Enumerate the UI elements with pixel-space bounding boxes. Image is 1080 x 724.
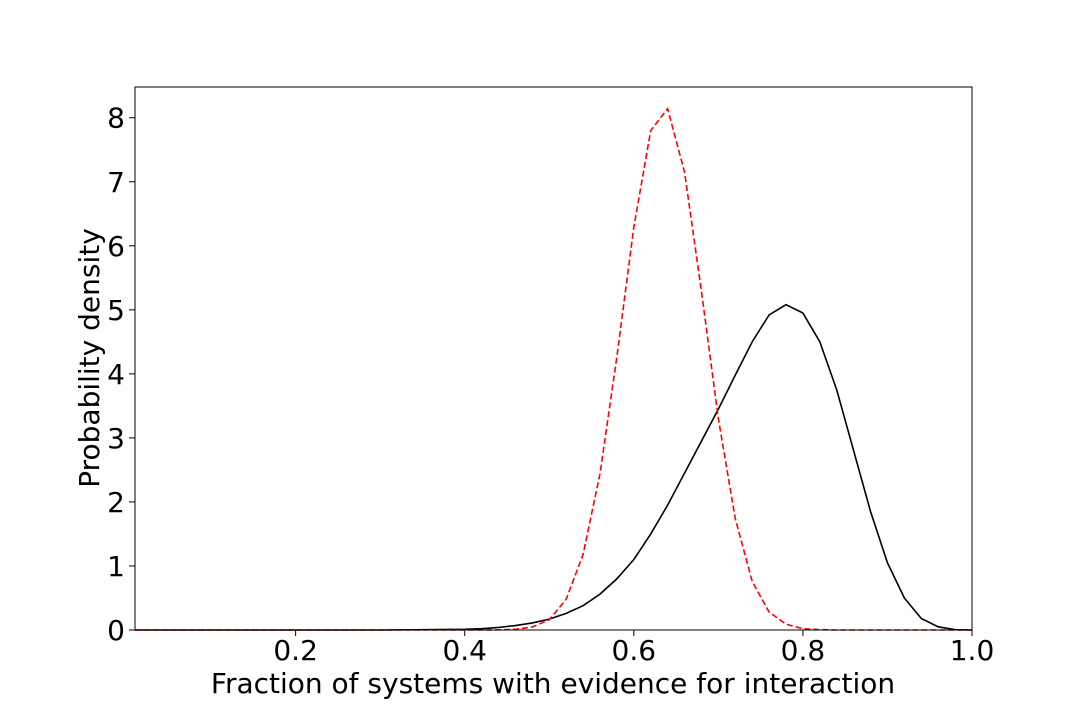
x-tick-label: 0.4 [442, 634, 487, 667]
x-tick-label: 0.2 [273, 634, 318, 667]
y-tick-label: 4 [107, 358, 125, 391]
plot-frame [134, 86, 973, 631]
y-tick-label: 8 [107, 102, 125, 135]
y-tick-label: 0 [107, 614, 125, 647]
line-series [135, 303, 973, 631]
y-axis-label: Probability density [73, 228, 106, 488]
y-tick-label: 2 [107, 486, 125, 519]
y-tick-label: 6 [107, 230, 125, 263]
y-tick-label: 5 [107, 294, 125, 327]
line-series [135, 107, 972, 631]
y-tick-label: 3 [107, 422, 125, 455]
x-tick-label: 0.8 [781, 634, 826, 667]
y-tick-label: 1 [107, 550, 125, 583]
x-tick-label: 1.0 [950, 634, 995, 667]
y-tick-label: 7 [107, 166, 125, 199]
x-axis-label: Fraction of systems with evidence for in… [211, 667, 895, 700]
x-tick-label: 0.6 [612, 634, 657, 667]
